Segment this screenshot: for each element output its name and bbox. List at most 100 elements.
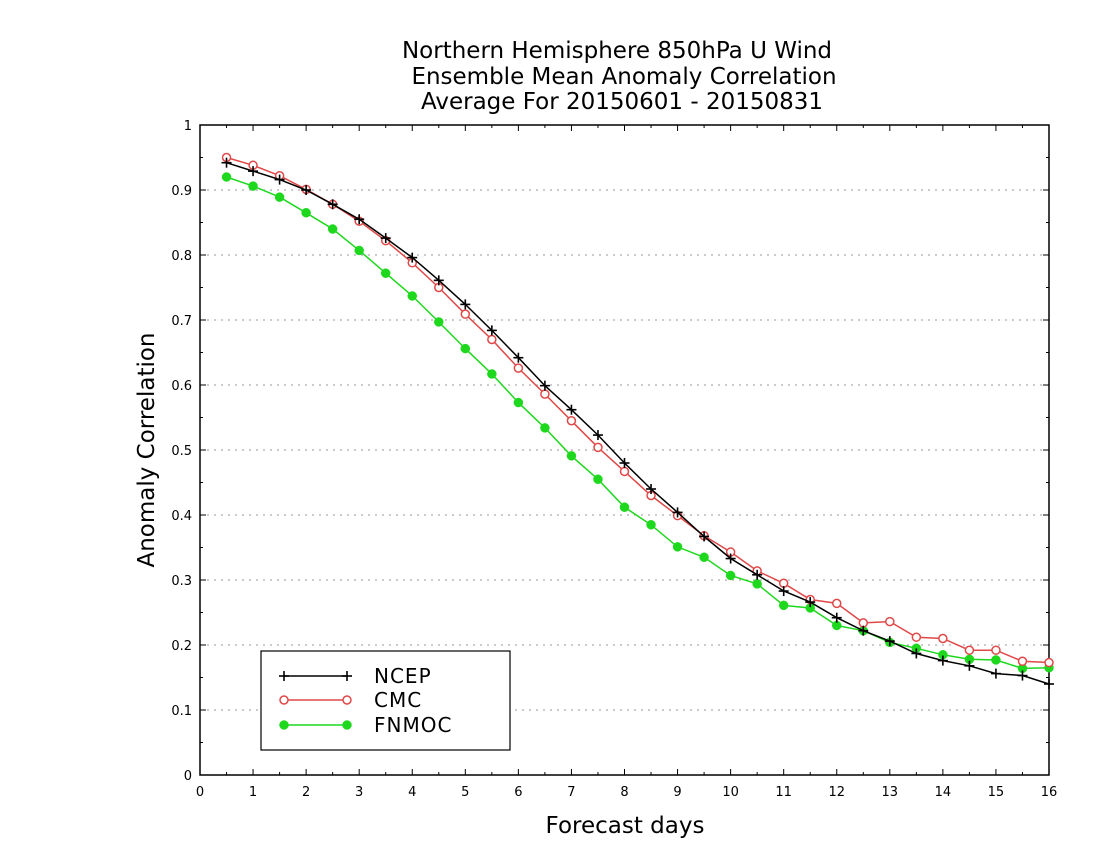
data-point-ncep [354, 214, 365, 225]
x-tick-label: 7 [567, 785, 575, 800]
data-point-ncep [805, 597, 816, 608]
data-point-ncep [274, 174, 285, 185]
data-point-ncep [592, 430, 603, 441]
y-tick-label: 0.1 [171, 704, 192, 719]
series [221, 152, 1054, 689]
data-point-fnmoc [566, 451, 577, 461]
data-point-cmc [460, 309, 471, 319]
data-point-cmc [513, 363, 524, 373]
data-point-fnmoc [407, 291, 417, 301]
data-point-ncep [460, 299, 471, 310]
data-point-ncep [380, 233, 391, 244]
data-point-cmc [991, 645, 1001, 655]
x-tick-label: 0 [196, 785, 204, 800]
y-tick-label: 0 [184, 769, 192, 784]
y-tick-labels: 0 0.1 0.2 0.3 0.4 0.5 0.6 0.7 0.8 0.9 1 [171, 119, 192, 784]
data-point-ncep [646, 484, 657, 494]
x-tick-label: 14 [935, 785, 952, 800]
legend-marker-ncep [342, 671, 352, 681]
data-point-ncep [248, 166, 259, 177]
legend-label-cmc: CMC [374, 688, 422, 712]
legend-item-ncep: NCEP [279, 664, 432, 688]
data-point-ncep [327, 199, 338, 210]
y-tick-label: 0.9 [171, 184, 192, 199]
legend-label-ncep: NCEP [374, 664, 432, 688]
y-tick-label: 0.4 [171, 509, 192, 524]
data-point-fnmoc [380, 268, 391, 278]
chart-title-line-2: Ensemble Mean Anomaly Correlation [411, 64, 836, 90]
data-point-fnmoc [327, 224, 338, 234]
x-tick-label: 13 [882, 785, 899, 800]
data-point-ncep [566, 404, 577, 415]
data-point-fnmoc [221, 172, 232, 182]
legend-marker-cmc [279, 695, 289, 705]
data-point-ncep [1044, 679, 1054, 689]
data-point-fnmoc [460, 343, 471, 354]
data-point-fnmoc [593, 474, 603, 484]
x-tick-label: 16 [1041, 785, 1058, 800]
y-tick-label: 0.5 [171, 444, 192, 459]
data-point-cmc [566, 416, 577, 426]
series-cmc [221, 152, 1054, 668]
data-point-ncep [1017, 670, 1028, 681]
data-point-cmc [911, 632, 922, 642]
data-point-cmc [487, 334, 497, 345]
data-point-fnmoc [248, 181, 258, 191]
data-point-fnmoc [274, 192, 285, 202]
data-point-fnmoc [699, 552, 709, 562]
data-point-fnmoc [434, 317, 444, 327]
x-tick-label: 10 [722, 785, 739, 800]
data-point-ncep [778, 586, 789, 597]
data-point-ncep [513, 352, 524, 363]
x-axis-label: Forecast days [546, 813, 705, 839]
legend-marker-fnmoc [342, 720, 352, 730]
x-tick-label: 11 [775, 785, 792, 800]
data-point-cmc [964, 645, 975, 655]
legend-item-cmc: CMC [279, 688, 422, 712]
data-point-ncep [699, 531, 710, 542]
data-point-fnmoc [487, 369, 497, 379]
legend-marker-ncep [279, 671, 289, 681]
data-point-cmc [1017, 656, 1028, 666]
series-ncep [221, 157, 1054, 689]
x-tick-label: 5 [461, 785, 469, 800]
legend-marker-cmc [342, 695, 352, 705]
data-point-ncep [619, 458, 630, 468]
data-point-ncep [301, 185, 312, 195]
x-tick-label: 8 [620, 785, 628, 800]
chart-title: Northern Hemisphere 850hPa U Wind Ensemb… [402, 38, 837, 115]
data-point-ncep [964, 660, 975, 671]
data-point-ncep [884, 636, 895, 647]
data-point-fnmoc [778, 600, 789, 611]
legend-item-fnmoc: FNMOC [279, 713, 451, 737]
data-point-ncep [672, 507, 683, 518]
x-tick-label: 3 [355, 785, 363, 800]
data-point-fnmoc [354, 245, 364, 256]
data-point-fnmoc [672, 542, 683, 552]
y-tick-label: 1 [184, 119, 192, 134]
x-tick-label: 6 [514, 785, 522, 800]
series-line-cmc [226, 156, 1050, 664]
data-point-ncep [990, 668, 1001, 679]
data-point-fnmoc [540, 423, 550, 433]
y-tick-label: 0.2 [171, 639, 192, 654]
grid [200, 189, 1049, 711]
chart-title-line-3: Average For 20150601 - 20150831 [421, 89, 823, 115]
chart-title-line-1: Northern Hemisphere 850hPa U Wind [402, 38, 832, 64]
data-point-ncep [407, 252, 418, 263]
series-line-fnmoc [226, 176, 1050, 670]
data-point-cmc [1044, 657, 1054, 668]
data-point-fnmoc [513, 397, 524, 408]
data-point-fnmoc [725, 570, 736, 581]
data-point-ncep [937, 655, 948, 666]
data-point-fnmoc [646, 520, 656, 530]
y-tick-label: 0.6 [171, 379, 192, 394]
x-tick-label: 4 [408, 785, 416, 800]
data-point-fnmoc [752, 579, 762, 589]
data-point-ncep [858, 625, 869, 636]
y-tick-label: 0.8 [171, 249, 192, 264]
data-point-fnmoc [619, 502, 630, 512]
data-point-ncep [725, 553, 736, 564]
